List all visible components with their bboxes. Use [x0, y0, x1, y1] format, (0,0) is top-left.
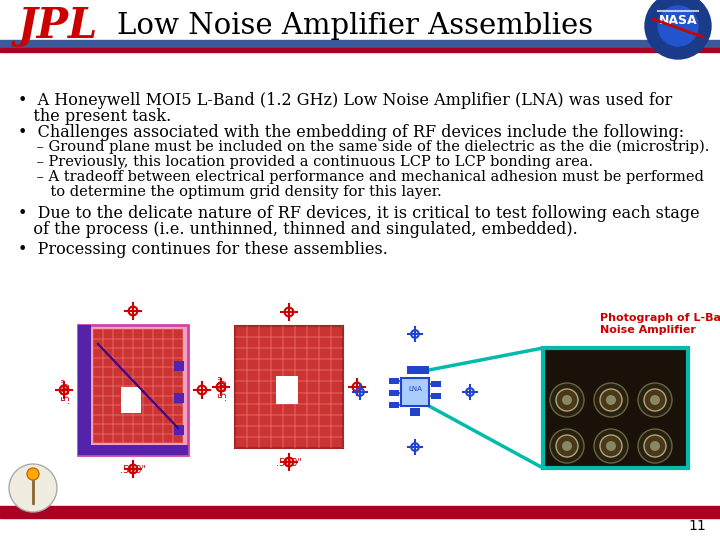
Bar — [417, 366, 429, 374]
Text: to determine the optimum grid density for this layer.: to determine the optimum grid density fo… — [18, 185, 442, 199]
Text: Low Noise Amplifier Assemblies: Low Noise Amplifier Assemblies — [117, 12, 593, 40]
Bar — [93, 329, 183, 443]
Bar — [121, 387, 141, 413]
Bar — [276, 376, 298, 404]
Bar — [407, 366, 419, 374]
Circle shape — [550, 383, 584, 417]
Bar — [389, 402, 399, 408]
Bar — [78, 325, 188, 455]
Circle shape — [562, 441, 572, 451]
Text: .500": .500" — [61, 377, 71, 403]
Circle shape — [594, 429, 628, 463]
Circle shape — [606, 395, 616, 405]
Circle shape — [644, 389, 666, 411]
Circle shape — [550, 429, 584, 463]
Bar — [0, 40, 720, 48]
Text: of the process (i.e. unthinned, thinned and singulated, embedded).: of the process (i.e. unthinned, thinned … — [18, 221, 577, 238]
Bar — [174, 393, 184, 403]
Text: •  Due to the delicate nature of RF devices, it is critical to test following ea: • Due to the delicate nature of RF devic… — [18, 205, 700, 222]
Circle shape — [606, 441, 616, 451]
Bar — [0, 506, 720, 518]
Bar — [174, 425, 184, 435]
Text: •  Challenges associated with the embedding of RF devices include the following:: • Challenges associated with the embeddi… — [18, 124, 684, 141]
Text: – Ground plane must be included on the same side of the dielectric as the die (m: – Ground plane must be included on the s… — [18, 140, 709, 154]
Bar — [389, 378, 399, 384]
Text: •  Processing continues for these assemblies.: • Processing continues for these assembl… — [18, 241, 388, 258]
Circle shape — [27, 468, 39, 480]
Text: – A tradeoff between electrical performance and mechanical adhesion must be perf: – A tradeoff between electrical performa… — [18, 170, 704, 184]
Bar — [78, 445, 188, 455]
Circle shape — [645, 0, 711, 59]
Text: .500": .500" — [276, 458, 302, 468]
Circle shape — [556, 435, 578, 457]
Text: LNA: LNA — [408, 386, 422, 392]
Bar — [410, 408, 420, 416]
Circle shape — [638, 383, 672, 417]
Text: •  A Honeywell MOI5 L-Band (1.2 GHz) Low Noise Amplifier (LNA) was used for: • A Honeywell MOI5 L-Band (1.2 GHz) Low … — [18, 92, 672, 109]
Text: – Previously, this location provided a continuous LCP to LCP bonding area.: – Previously, this location provided a c… — [18, 155, 593, 169]
Bar — [431, 393, 441, 399]
Text: NASA: NASA — [659, 14, 697, 26]
Circle shape — [650, 395, 660, 405]
Bar — [235, 326, 343, 448]
Text: JPL: JPL — [18, 5, 98, 47]
Text: .500": .500" — [218, 374, 228, 400]
Bar — [431, 381, 441, 387]
Circle shape — [600, 389, 622, 411]
Bar — [174, 361, 184, 371]
Circle shape — [600, 435, 622, 457]
Circle shape — [556, 389, 578, 411]
Circle shape — [638, 429, 672, 463]
Text: Photograph of L-Band Low
Noise Amplifier: Photograph of L-Band Low Noise Amplifier — [600, 313, 720, 335]
Bar — [543, 348, 688, 468]
Circle shape — [658, 6, 698, 46]
Text: the present task.: the present task. — [18, 108, 171, 125]
Circle shape — [562, 395, 572, 405]
Circle shape — [650, 441, 660, 451]
Text: .500": .500" — [120, 465, 146, 475]
Circle shape — [9, 464, 57, 512]
Text: 11: 11 — [688, 519, 706, 533]
Circle shape — [594, 383, 628, 417]
Bar — [401, 378, 429, 406]
Bar — [389, 390, 399, 396]
Circle shape — [644, 435, 666, 457]
Bar — [78, 325, 91, 455]
Bar — [0, 48, 720, 52]
